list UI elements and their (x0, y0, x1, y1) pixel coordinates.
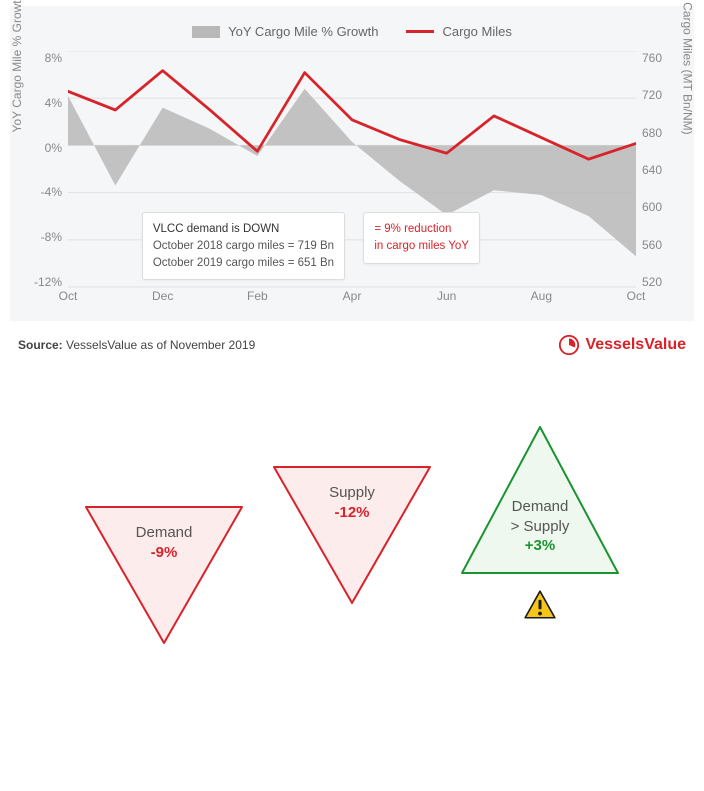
source-text: Source: VesselsValue as of November 2019 (18, 338, 255, 352)
x-tick: Aug (531, 289, 552, 303)
y-left-tick: -4% (28, 185, 62, 199)
note-box-stats: VLCC demand is DOWN October 2018 cargo m… (142, 212, 345, 280)
x-tick: Dec (152, 289, 173, 303)
legend-label-area: YoY Cargo Mile % Growth (228, 24, 378, 39)
chart-legend: YoY Cargo Mile % Growth Cargo Miles (28, 24, 676, 39)
y-axis-left-label: YoY Cargo Mile % Growth (10, 0, 24, 132)
brand-logo: VesselsValue (559, 335, 686, 355)
y-right-tick: 640 (642, 163, 676, 177)
triangles-row: Demand-9% Supply-12% Demand> Supply+3% (0, 455, 704, 630)
brand-icon (559, 335, 579, 355)
y-right-tick: 680 (642, 126, 676, 140)
note-box-highlight: = 9% reduction in cargo miles YoY (363, 212, 480, 263)
y-right-tick: 760 (642, 51, 676, 65)
y-right-tick: 600 (642, 200, 676, 214)
source-value: VesselsValue as of November 2019 (66, 338, 255, 352)
x-tick: Oct (59, 289, 78, 303)
y-left-tick: 0% (28, 141, 62, 155)
source-prefix: Source: (18, 338, 63, 352)
x-tick: Oct (627, 289, 646, 303)
legend-item-area: YoY Cargo Mile % Growth (192, 24, 378, 39)
note-line: October 2018 cargo miles = 719 Bn (153, 238, 334, 255)
triangle-label: Demand-9% (136, 523, 193, 562)
y-right-tick: 720 (642, 88, 676, 102)
y-left-tick: 4% (28, 96, 62, 110)
triangle-demand: Demand-9% (84, 505, 244, 650)
note-line: October 2019 cargo miles = 651 Bn (153, 255, 334, 272)
note-highlight-line: in cargo miles YoY (374, 238, 469, 255)
note-highlight-line: = 9% reduction (374, 221, 469, 238)
plot-area: OctDecFebAprJunAugOct VLCC demand is DOW… (68, 51, 636, 311)
source-row: Source: VesselsValue as of November 2019… (0, 321, 704, 355)
y-left-tick: 8% (28, 51, 62, 65)
legend-swatch-area (192, 26, 220, 38)
chart-area: YoY Cargo Mile % Growth Cargo Miles (MT … (28, 51, 676, 311)
y-axis-right-ticks: 760 720 680 640 600 560 520 (636, 51, 676, 311)
warning-icon (523, 588, 557, 622)
triangle-label: Supply-12% (329, 483, 375, 522)
y-axis-left-ticks: 8% 4% 0% -4% -8% -12% (28, 51, 68, 311)
y-left-tick: -12% (28, 275, 62, 289)
chart-container: YoY Cargo Mile % Growth Cargo Miles YoY … (10, 6, 694, 321)
x-tick: Feb (247, 289, 268, 303)
y-left-tick: -8% (28, 230, 62, 244)
y-right-tick: 560 (642, 238, 676, 252)
brand-name: VesselsValue (585, 336, 686, 354)
x-tick: Jun (437, 289, 456, 303)
y-axis-right-label: Cargo Miles (MT Bn/NM) (680, 2, 694, 134)
triangle-supply: Supply-12% (272, 465, 432, 610)
legend-label-line: Cargo Miles (442, 24, 511, 39)
note-headline: VLCC demand is DOWN (153, 221, 334, 238)
x-axis-ticks: OctDecFebAprJunAugOct (68, 289, 636, 311)
triangle-net: Demand> Supply+3% (460, 425, 620, 580)
legend-item-line: Cargo Miles (406, 24, 511, 39)
x-tick: Apr (343, 289, 362, 303)
y-right-tick: 520 (642, 275, 676, 289)
triangle-label: Demand> Supply+3% (511, 497, 570, 556)
legend-swatch-line (406, 30, 434, 33)
